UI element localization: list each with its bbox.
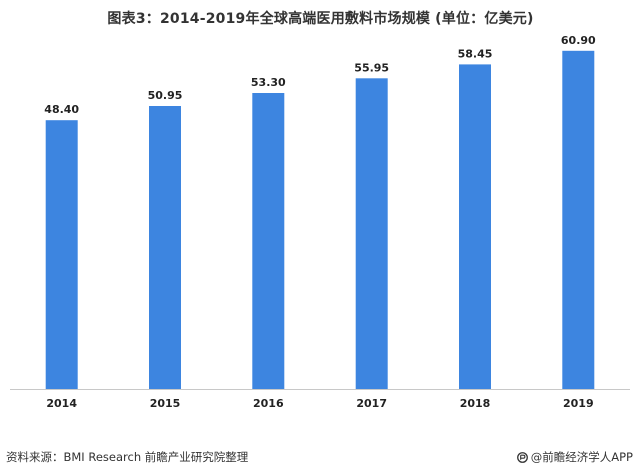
value-label-2019: 60.90 [561,34,596,47]
x-tick-label-2016: 2016 [253,397,284,410]
chart-title: 图表3：2014-2019年全球高端医用敷料市场规模 (单位：亿美元) [107,11,534,27]
x-tick-label-2019: 2019 [563,397,594,410]
source-note: 资料来源：BMI Research 前瞻产业研究院整理 [6,450,249,464]
bar-2015 [149,106,181,389]
bars-layer [45,50,595,390]
labels-layer: 48.40 50.95 53.30 55.95 58.45 60.90 [44,34,596,116]
bar-2017 [355,78,388,390]
brand-logo-icon [516,451,528,463]
bar-2018 [459,64,491,390]
bar-2016 [252,93,285,389]
value-label-2016: 53.30 [251,76,286,89]
bar-2019 [562,50,595,390]
brand-credit: @前瞻经济学人APP [516,449,633,465]
value-label-2017: 55.95 [354,61,389,74]
bar-2014 [45,120,78,389]
x-tick-label-2018: 2018 [460,397,491,410]
x-tick-label-2017: 2017 [356,397,387,410]
x-tick-labels: 2014 2015 2016 2017 2018 2019 [46,397,593,410]
x-tick-label-2015: 2015 [150,397,181,410]
brand-credit-text: @前瞻经济学人APP [530,450,633,464]
value-label-2018: 58.45 [458,47,493,60]
value-label-2015: 50.95 [148,89,183,102]
value-label-2014: 48.40 [44,103,79,116]
x-tick-label-2014: 2014 [46,397,77,410]
